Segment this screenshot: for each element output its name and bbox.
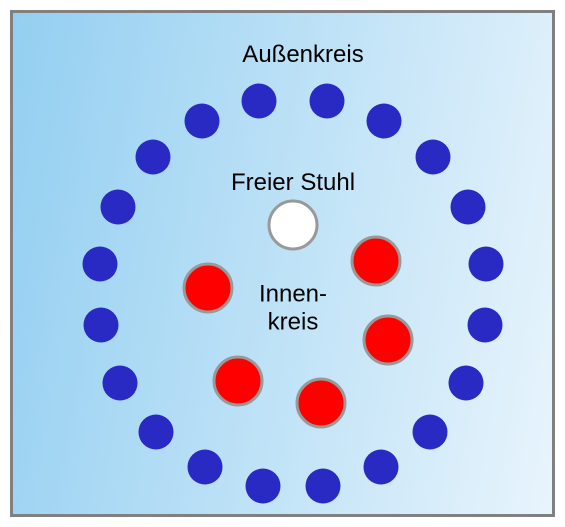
inner-circle-dot (183, 263, 234, 314)
outer-ring-dot (245, 468, 280, 503)
outer-ring-dot (415, 140, 450, 175)
inner-circle-dot (363, 315, 414, 366)
outer-ring-dot (309, 83, 344, 118)
outer-ring-dot (364, 449, 399, 484)
outer-ring-dot (184, 103, 219, 138)
outer-ring-dot (449, 365, 484, 400)
outer-ring-dot (306, 468, 341, 503)
outer-ring-dot (413, 414, 448, 449)
inner-label: Innen- kreis (259, 280, 327, 335)
outer-ring-dot (187, 449, 222, 484)
outer-ring-dot (367, 103, 402, 138)
free-chair-dot (268, 200, 319, 251)
outer-ring-dot (468, 247, 503, 282)
outer-ring-dot (136, 140, 171, 175)
outer-ring-dot (102, 365, 137, 400)
outer-ring-dot (450, 189, 485, 224)
inner-circle-dot (351, 236, 402, 287)
free-label: Freier Stuhl (231, 169, 355, 197)
diagram-canvas: Außenkreis Freier Stuhl Innen- kreis (10, 10, 555, 517)
outer-label: Außenkreis (242, 41, 363, 69)
outer-ring-dot (83, 308, 118, 343)
outer-ring-dot (83, 247, 118, 282)
outer-ring-dot (242, 83, 277, 118)
outer-ring-dot (468, 308, 503, 343)
outer-ring-dot (101, 189, 136, 224)
outer-ring-dot (138, 414, 173, 449)
inner-circle-dot (296, 378, 347, 429)
inner-circle-dot (213, 356, 264, 407)
